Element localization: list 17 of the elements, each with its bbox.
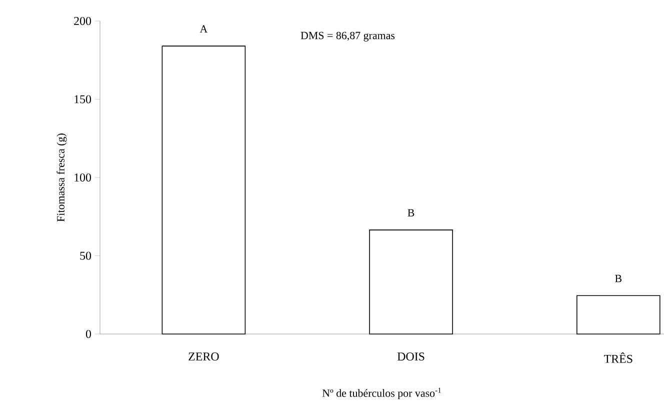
y-tick-label: 50 [80, 252, 92, 260]
y-tick-label: 100 [74, 173, 92, 182]
bar [369, 230, 453, 334]
annotation: DMS = 86,87 gramas [300, 32, 395, 42]
x-tick-label: TRÊS [604, 352, 632, 363]
annotation: A [200, 25, 208, 33]
y-axis-title: Fitomassa fresca (g) [56, 134, 67, 222]
x-axis-title: Nº de tubérculos por vaso$^{-1}$ [322, 388, 441, 400]
y-tick-label: 200 [74, 16, 92, 26]
x-tick-label: DOIS [397, 352, 424, 361]
bar [576, 295, 660, 334]
annotation: B [408, 209, 414, 216]
bar [162, 46, 246, 334]
x-tick-label: ZERO [188, 352, 219, 361]
y-tick-label: 150 [74, 95, 92, 104]
y-tick-label: 0 [86, 330, 92, 338]
annotation: B [615, 274, 622, 282]
